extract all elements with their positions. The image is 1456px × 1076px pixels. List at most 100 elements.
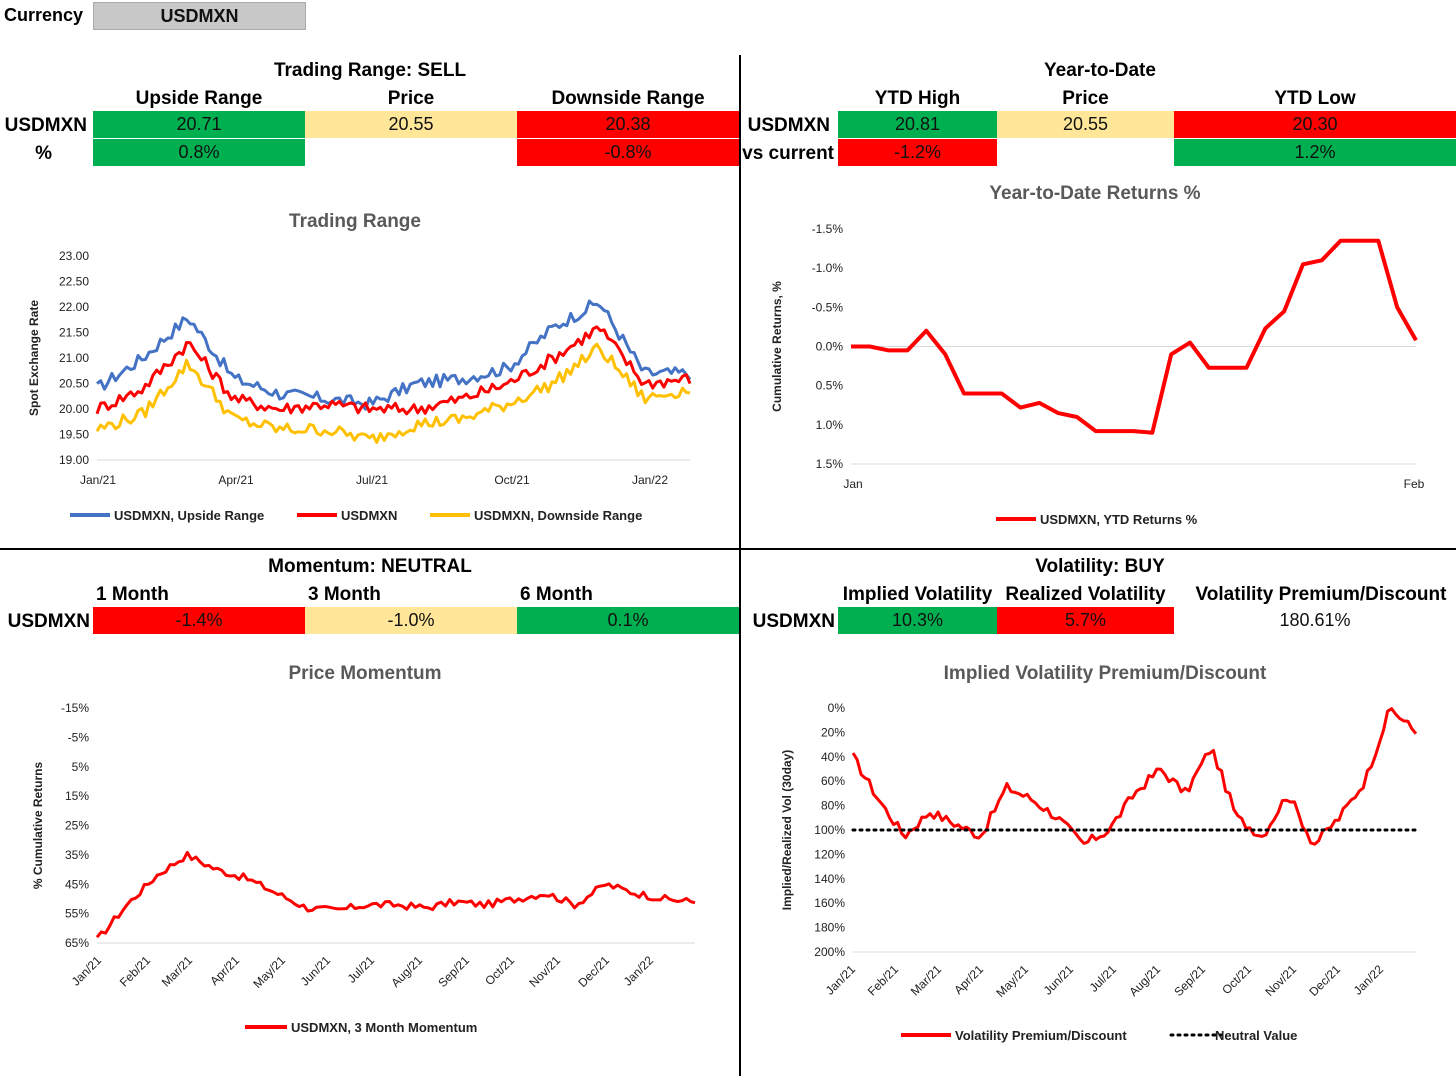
y-tick-label: 65%: [65, 936, 89, 950]
ytd-returns-chart: 1.5% 1.0% 0.5% 0.0% -0.5% -1.0% -1.5% Cumulativ…: [770, 222, 1425, 527]
series-line: [95, 325, 692, 416]
implied-vol-header: Implied Volatility: [842, 584, 993, 605]
vertical-divider: [739, 55, 741, 1076]
y-tick-label: -0.5%: [812, 300, 844, 314]
chart3-title: Price Momentum: [288, 663, 442, 684]
x-tick-label: Jan/22: [1351, 962, 1387, 998]
legend-label: Neutral Value: [1215, 1028, 1297, 1043]
y-tick-label: 23.00: [59, 249, 89, 263]
x-tick-label: Dec/21: [575, 953, 612, 990]
series-line: [96, 299, 692, 411]
x-tick-label: Feb/21: [117, 953, 154, 990]
premium-header: Volatility Premium/Discount: [1195, 584, 1447, 605]
x-tick-label: Aug/21: [1126, 962, 1163, 999]
m1-value: -1.4%: [93, 607, 305, 634]
y-tick-label: 60%: [821, 774, 845, 788]
volatility-title: Volatility: BUY: [1035, 556, 1165, 577]
m1-header: 1 Month: [96, 584, 169, 605]
implied-vol-value: 10.3%: [838, 607, 997, 634]
downside-value: 20.38: [517, 111, 739, 138]
x-tick-label: Aug/21: [388, 953, 425, 990]
y-tick-label: 21.00: [59, 351, 89, 365]
x-tick-label: Sep/21: [435, 953, 472, 990]
ytd-vs-label: vs current: [742, 143, 834, 164]
ytd-low-header: YTD Low: [1274, 88, 1356, 109]
y-tick-label: -1.0%: [812, 261, 844, 275]
ytd-price-value: 20.55: [997, 111, 1174, 138]
x-tick-label: Jan/22: [632, 473, 668, 487]
x-tick-label: Oct/21: [494, 473, 530, 487]
m6-header: 6 Month: [520, 584, 593, 605]
chart1-title: Trading Range: [289, 211, 421, 232]
upside-range-header: Upside Range: [135, 88, 263, 109]
ytd-row-label: USDMXN: [747, 115, 830, 136]
y-tick-label: 0.5%: [816, 379, 844, 393]
x-tick-label: Jun/21: [1041, 962, 1077, 998]
legend-label: USDMXN, 3 Month Momentum: [291, 1020, 477, 1035]
x-tick-label: Oct/21: [482, 953, 517, 988]
y-tick-label: 80%: [821, 799, 845, 813]
x-tick-label: Mar/21: [159, 953, 196, 990]
currency-select[interactable]: USDMXN: [93, 2, 306, 30]
y-tick-label: 21.50: [59, 326, 89, 340]
y-axis-label: Implied/Realized Vol (30day): [780, 750, 794, 911]
y-axis-label: Cumulative Returns, %: [770, 281, 784, 412]
x-tick-label: Feb: [1404, 477, 1425, 491]
realized-vol-header: Realized Volatility: [1005, 584, 1166, 605]
x-tick-label: Jan/21: [80, 473, 116, 487]
y-tick-label: 180%: [814, 921, 845, 935]
x-tick-label: May/21: [250, 953, 288, 991]
x-tick-label: Apr/21: [951, 962, 986, 997]
price-header: Price: [387, 88, 435, 109]
premium-value: 180.61%: [1279, 610, 1351, 630]
momentum-title: Momentum: NEUTRAL: [268, 556, 472, 577]
x-tick-label: Oct/21: [1219, 962, 1254, 997]
y-tick-label: 15%: [65, 789, 89, 803]
y-tick-label: 200%: [814, 945, 845, 959]
price-value: 20.55: [305, 111, 517, 138]
y-tick-label: 22.00: [59, 300, 89, 314]
ytd-low-pct: 1.2%: [1174, 139, 1456, 166]
y-tick-label: 19.00: [59, 453, 89, 467]
x-tick-label: Nov/21: [1262, 962, 1299, 999]
y-tick-label: 22.50: [59, 275, 89, 289]
x-tick-label: Jul/21: [356, 473, 388, 487]
x-tick-label: Jul/21: [345, 953, 378, 986]
trading-row-label: USDMXN: [4, 115, 87, 136]
chart2-title: Year-to-Date Returns %: [989, 183, 1201, 204]
y-tick-label: 45%: [65, 877, 89, 891]
y-tick-label: 40%: [821, 750, 845, 764]
y-tick-label: 1.5%: [816, 457, 844, 471]
y-tick-label: 0.0%: [816, 340, 844, 354]
y-tick-label: 120%: [814, 847, 845, 861]
x-tick-label: Jan/22: [621, 953, 657, 989]
y-tick-label: 5%: [72, 760, 90, 774]
volatility-row-label: USDMXN: [752, 611, 835, 632]
legend-label: USDMXN, Upside Range: [114, 508, 264, 523]
momentum-row-label: USDMXN: [7, 611, 90, 632]
y-tick-label: -5%: [68, 730, 90, 744]
y-tick-label: 20%: [821, 725, 845, 739]
series-line: [95, 850, 696, 939]
m6-value: 0.1%: [517, 607, 739, 634]
price-momentum-chart: 65% 55% 45% 35% 25% 15% 5% -5% -15% % Cumulative …: [31, 701, 696, 1035]
upside-value: 20.71: [93, 111, 305, 138]
x-tick-label: Jul/21: [1087, 962, 1120, 995]
y-tick-label: 20.00: [59, 402, 89, 416]
x-tick-label: Nov/21: [526, 953, 563, 990]
x-tick-label: Jan/21: [823, 962, 859, 998]
x-tick-label: Jan: [843, 477, 862, 491]
x-tick-label: Sep/21: [1171, 962, 1208, 999]
upside-pct: 0.8%: [93, 139, 305, 166]
legend-label: USDMXN, YTD Returns %: [1040, 512, 1198, 527]
y-tick-label: 140%: [814, 872, 845, 886]
vol-premium-chart: 200% 180% 160% 140% 120% 100% 80% 60% 40% 20% 0% Im…: [780, 701, 1418, 1043]
currency-label: Currency: [4, 5, 84, 25]
downside-range-header: Downside Range: [551, 88, 705, 109]
y-tick-label: -1.5%: [812, 222, 844, 236]
x-tick-label: May/21: [993, 962, 1031, 1000]
x-tick-label: Mar/21: [908, 962, 945, 999]
series-line: [95, 342, 691, 444]
horizontal-divider: [0, 548, 1456, 550]
x-tick-label: Jan/21: [69, 953, 105, 989]
